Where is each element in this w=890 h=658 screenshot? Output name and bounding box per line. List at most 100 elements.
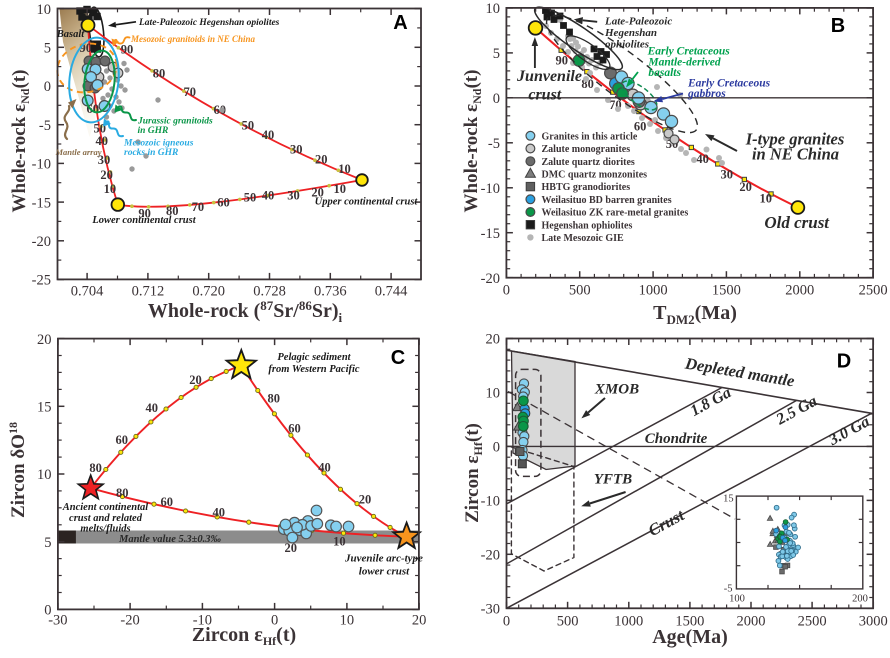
svg-text:-5: -5 [488,136,500,152]
svg-text:40: 40 [212,506,225,520]
svg-text:5: 5 [44,41,51,57]
svg-text:2500: 2500 [798,613,827,629]
svg-text:-30: -30 [48,612,67,628]
svg-text:I-type granites: I-type granites [745,130,845,149]
svg-text:90: 90 [555,54,568,68]
svg-text:Early Cretaceous: Early Cretaceous [647,46,731,58]
svg-text:80: 80 [268,392,281,406]
svg-text:Whole-rock (87Sr/86Sr)i: Whole-rock (87Sr/86Sr)i [148,298,343,325]
svg-text:80: 80 [89,461,102,475]
svg-text:Jurassic granitoids: Jurassic granitoids [137,117,213,127]
svg-text:Zircon εHf(t): Zircon εHf(t) [192,624,296,648]
svg-text:5: 5 [493,46,500,62]
svg-text:-10: -10 [32,157,51,173]
svg-text:gabbros: gabbros [687,88,726,100]
svg-text:Hegenshan ophiolites: Hegenshan ophiolites [542,220,633,231]
svg-text:-25: -25 [32,273,51,289]
svg-text:Mesozoic granitoids in NE Chin: Mesozoic granitoids in NE China [130,34,256,44]
svg-text:-10: -10 [193,612,212,628]
svg-text:Late Mesozoic GIE: Late Mesozoic GIE [542,233,625,244]
svg-text:20: 20 [412,612,427,628]
svg-text:15: 15 [37,400,52,416]
svg-text:-20: -20 [481,548,500,564]
svg-text:60: 60 [116,433,129,447]
svg-text:Mantle array: Mantle array [54,147,101,157]
svg-text:Late-Paleozoic: Late-Paleozoic [604,15,672,27]
svg-text:0.728: 0.728 [253,284,286,300]
svg-text:Lower continental crust: Lower continental crust [91,215,196,226]
svg-text:0: 0 [44,603,51,619]
svg-text:0: 0 [503,613,510,629]
svg-text:500: 500 [569,283,591,299]
svg-text:20: 20 [486,332,501,348]
svg-text:80: 80 [153,67,166,81]
svg-text:Junvenile: Junvenile [516,68,582,85]
svg-text:DMC quartz monzonites: DMC quartz monzonites [542,170,648,181]
svg-text:C: C [391,347,405,369]
svg-text:40: 40 [318,461,331,475]
svg-text:Weilasituo BD barren granites: Weilasituo BD barren granites [542,195,672,206]
svg-text:20: 20 [359,493,372,507]
svg-text:20: 20 [311,186,324,200]
svg-text:90: 90 [121,43,134,57]
svg-text:200: 200 [852,594,868,605]
svg-text:Mantle-derived: Mantle-derived [647,56,720,68]
svg-text:20: 20 [100,168,113,182]
svg-text:ophiolites: ophiolites [605,39,649,51]
svg-text:0.736: 0.736 [314,284,347,300]
svg-text:10: 10 [338,162,351,176]
svg-text:from Western Pacific: from Western Pacific [268,364,360,375]
svg-text:1000: 1000 [614,613,643,629]
svg-text:0: 0 [271,612,278,628]
svg-text:30: 30 [720,167,733,181]
svg-text:D: D [837,351,851,373]
svg-text:Whole-rock εNd(t): Whole-rock εNd(t) [461,70,484,213]
svg-text:40: 40 [262,128,275,142]
svg-text:Whole-rock εNd(t): Whole-rock εNd(t) [9,70,32,213]
svg-text:HBTG granodiorites: HBTG granodiorites [542,182,631,193]
svg-text:Chondrite: Chondrite [645,431,708,447]
svg-text:TDM2(Ma): TDM2(Ma) [653,302,737,327]
svg-text:Old crust: Old crust [764,213,830,232]
svg-text:Granites in this article: Granites in this article [542,131,638,142]
svg-text:15: 15 [723,493,734,504]
svg-text:-20: -20 [481,271,500,287]
svg-text:Late-Paleozoic Hegenshan opiol: Late-Paleozoic Hegenshan opiolites [138,18,280,28]
svg-text:0.712: 0.712 [132,284,165,300]
svg-text:100: 100 [729,594,745,605]
svg-text:20: 20 [285,541,298,555]
svg-text:500: 500 [557,613,579,629]
svg-text:Early Cretaceous: Early Cretaceous [687,78,771,90]
svg-text:10: 10 [340,612,355,628]
svg-text:Zalute quartz diorites: Zalute quartz diorites [542,157,635,168]
svg-text:50: 50 [244,191,257,205]
svg-text:40: 40 [96,134,109,148]
svg-text:0: 0 [44,79,51,95]
svg-text:60: 60 [288,422,301,436]
svg-text:Zircon δO18: Zircon δO18 [6,422,29,518]
svg-text:30: 30 [98,153,111,167]
svg-text:10: 10 [333,535,346,549]
svg-text:A: A [393,12,407,34]
svg-text:50: 50 [94,122,107,136]
svg-text:-20: -20 [120,612,139,628]
svg-text:70: 70 [183,85,196,99]
svg-text:0: 0 [503,283,510,299]
svg-text:rocks in GHR: rocks in GHR [124,148,178,158]
svg-text:Zalute monogranites: Zalute monogranites [542,144,631,155]
svg-text:60: 60 [634,119,647,133]
svg-text:2000: 2000 [737,613,766,629]
svg-text:70: 70 [192,200,205,214]
svg-text:1000: 1000 [639,283,668,299]
svg-text:10: 10 [486,1,501,17]
svg-text:10: 10 [334,182,347,196]
svg-text:20: 20 [739,180,752,194]
svg-text:1500: 1500 [712,283,741,299]
svg-text:5: 5 [44,535,51,551]
svg-text:80: 80 [116,486,129,500]
svg-text:30: 30 [287,188,300,202]
svg-text:30: 30 [290,142,303,156]
svg-text:0.704: 0.704 [71,284,104,300]
svg-text:20: 20 [189,373,202,387]
svg-text:Juvenile arc-type: Juvenile arc-type [344,553,423,565]
